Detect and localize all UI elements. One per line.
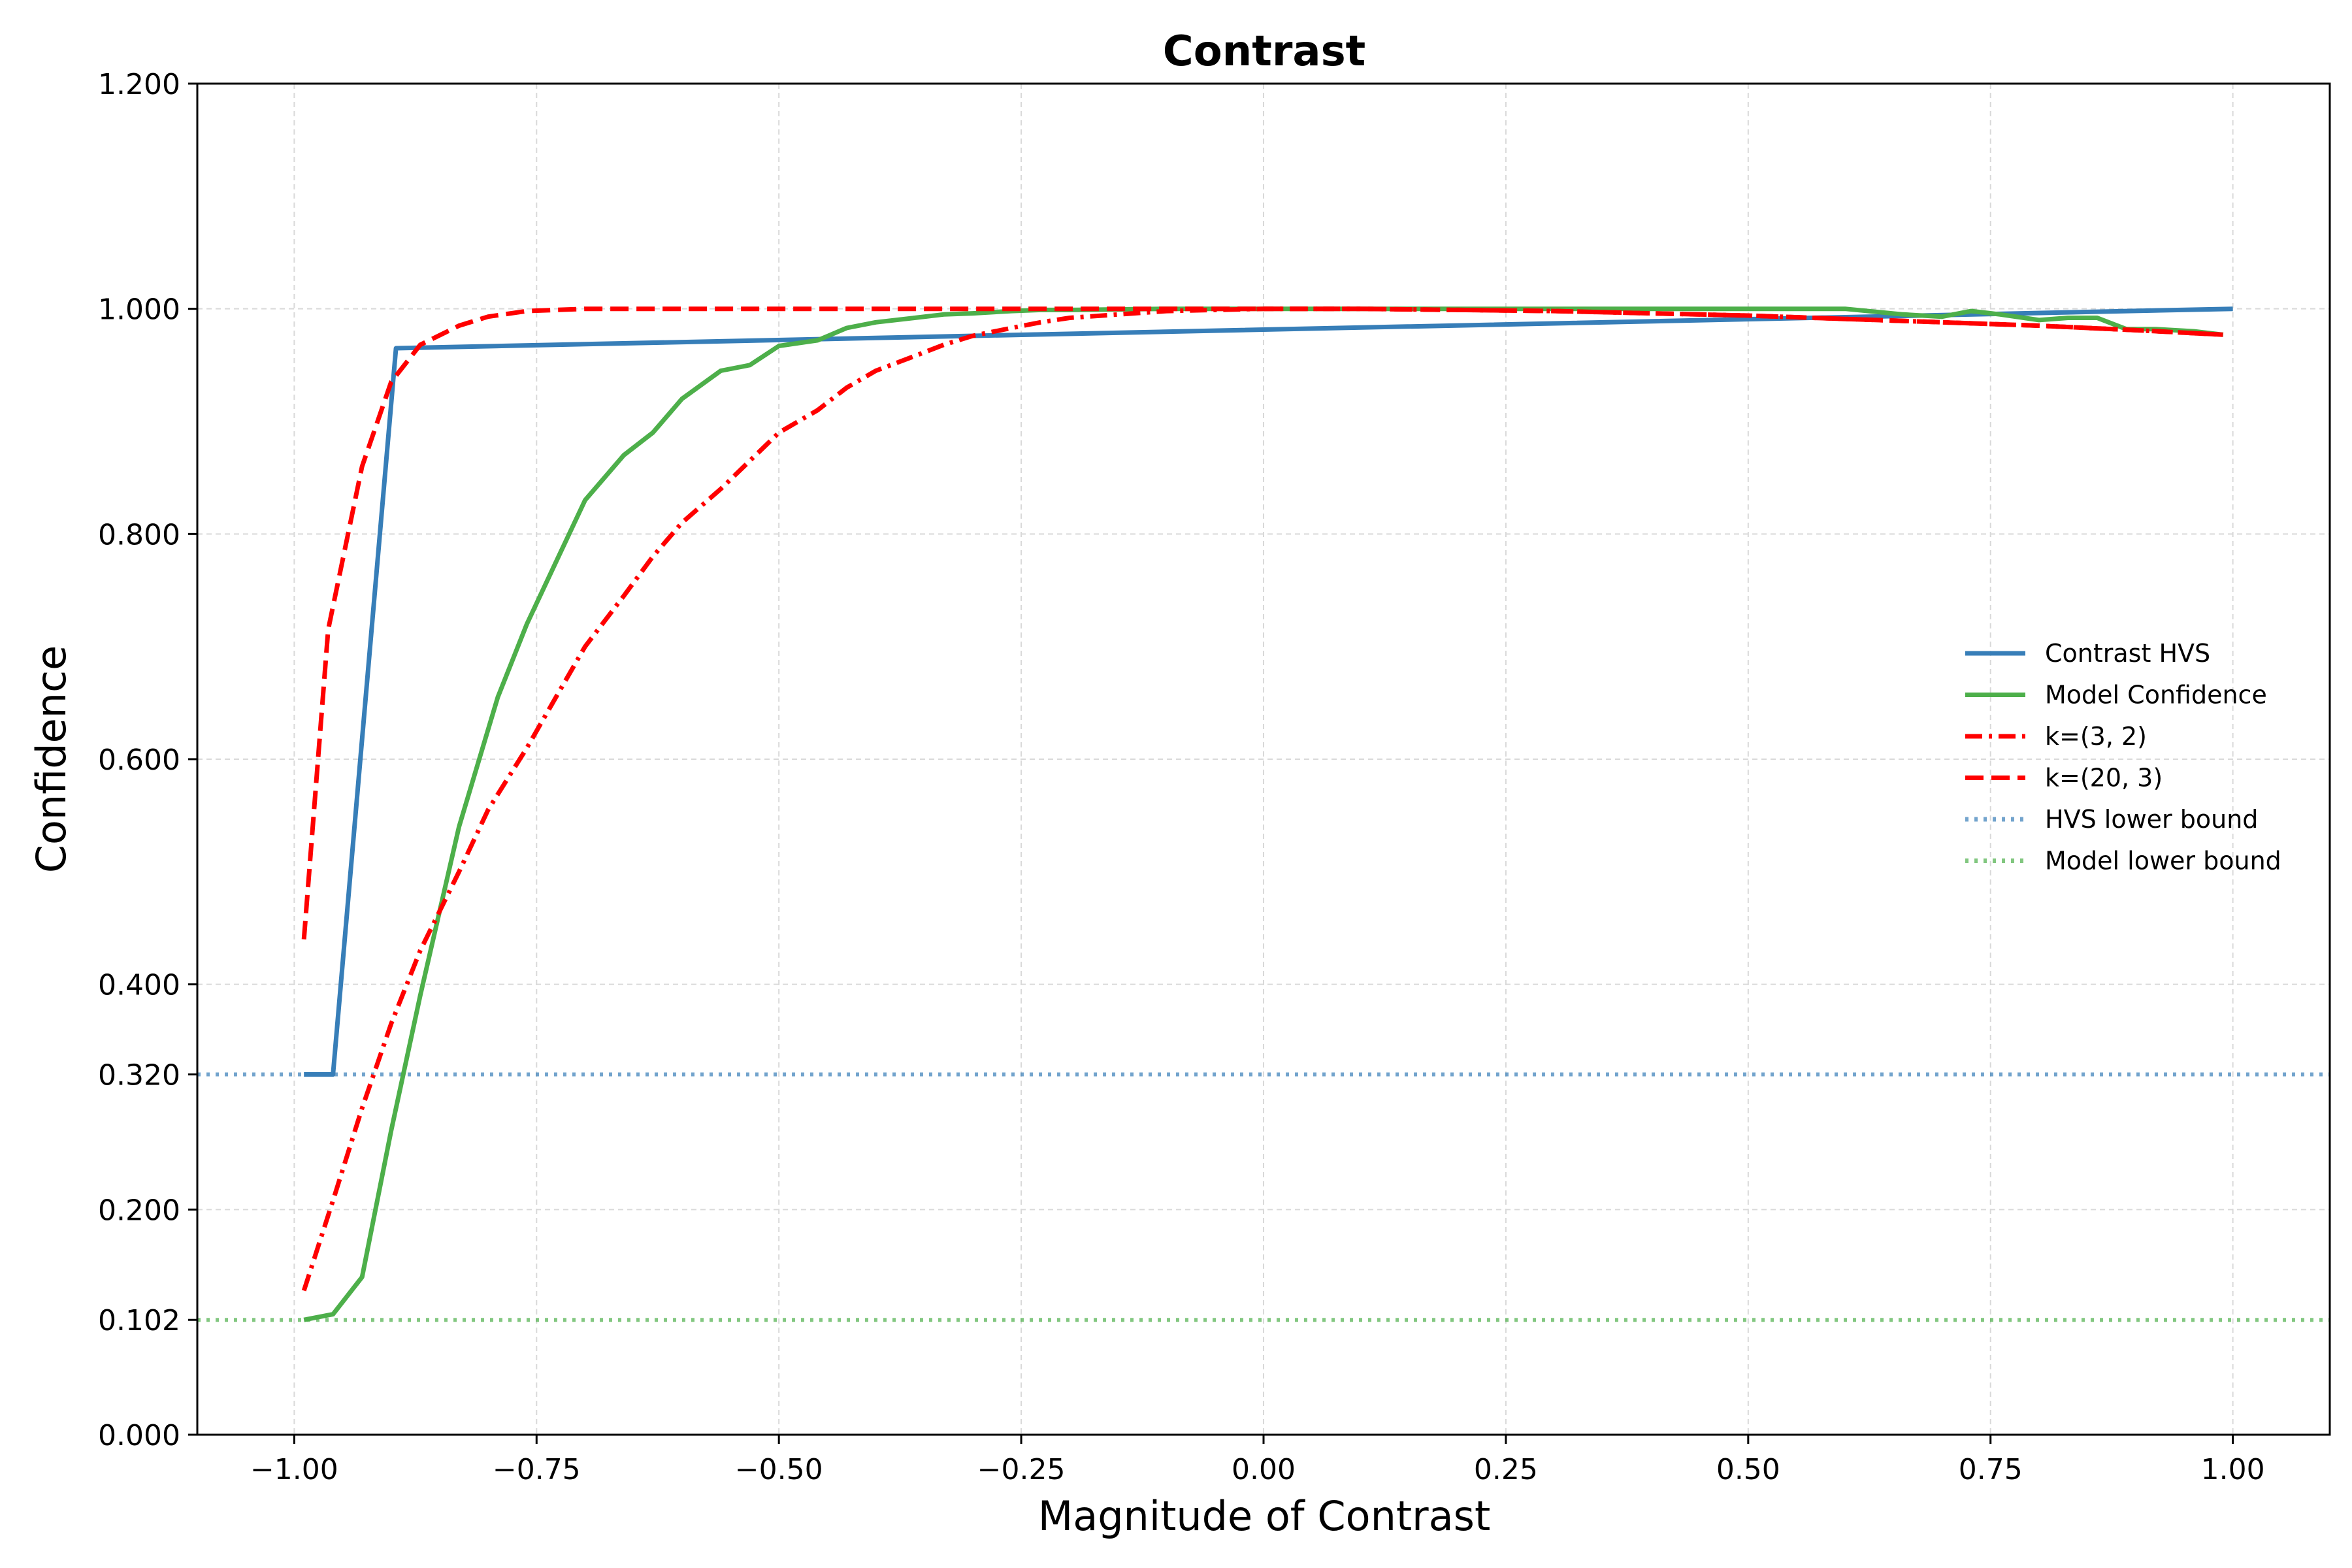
x-tick-label: −1.00 (250, 1453, 338, 1486)
x-tick-label: −0.75 (493, 1453, 581, 1486)
x-tick-label: −0.25 (977, 1453, 1066, 1486)
y-axis-ticks: 0.000 0.102 0.200 0.320 0.400 0.600 0.800 1.000… (98, 68, 197, 1452)
legend-label: Contrast HVS (2045, 639, 2210, 668)
y-tick-label: 0.400 (98, 969, 180, 1002)
y-tick-label: 1.000 (98, 293, 180, 327)
y-axis-label: Confidence (27, 645, 75, 874)
y-tick-label: 1.200 (98, 68, 180, 101)
series-line (301, 306, 2223, 1292)
x-tick-label: 1.00 (2201, 1453, 2265, 1486)
legend-label: Model Confidence (2045, 681, 2267, 710)
legend: Contrast HVS Model Confidence k=(3, 2) k=(2… (1965, 639, 2281, 875)
reference-lines (197, 1072, 2330, 1322)
y-tick-label: 0.800 (98, 518, 180, 551)
y-tick-label: 0.600 (98, 743, 180, 777)
series-line (304, 306, 2233, 1077)
y-tick-label: 0.200 (98, 1194, 180, 1227)
legend-label: HVS lower bound (2045, 805, 2258, 834)
x-tick-label: 0.25 (1474, 1453, 1538, 1486)
x-tick-label: 0.75 (1959, 1453, 2023, 1486)
x-tick-label: 0.00 (1232, 1453, 1296, 1486)
legend-label: k=(20, 3) (2045, 764, 2163, 792)
x-tick-label: −0.50 (735, 1453, 823, 1486)
chart-title: Contrast (1163, 27, 1366, 76)
y-tick-label: 0.000 (98, 1419, 180, 1452)
x-tick-label: 0.50 (1716, 1453, 1780, 1486)
y-tick-label: 0.102 (98, 1304, 180, 1337)
y-tick-label: 0.320 (98, 1059, 180, 1092)
series-line (301, 306, 2223, 939)
x-axis-label: Magnitude of Contrast (1038, 1492, 1491, 1540)
series-lines (301, 306, 2233, 1322)
legend-label: Model lower bound (2045, 847, 2281, 875)
x-axis-ticks: −1.00 −0.75 −0.50 −0.25 0.00 0.25 0.50 0.75 1.00 (250, 1435, 2265, 1486)
series-line (303, 306, 2224, 1322)
legend-label: k=(3, 2) (2045, 722, 2147, 751)
